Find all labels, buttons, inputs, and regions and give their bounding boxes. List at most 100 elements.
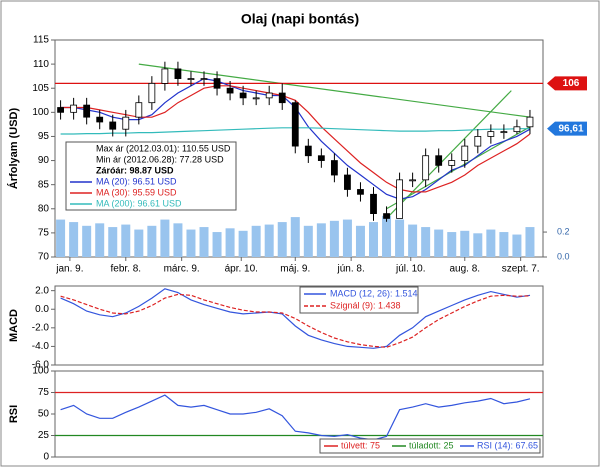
plot-area [54,285,544,366]
volume-bar [473,233,483,257]
candle-body [70,104,78,113]
y-tick-label: -6.0 [32,360,50,371]
candle-body [187,78,195,80]
volume-bar [447,232,457,257]
volume-bar [186,229,196,257]
volume-bar [369,222,379,257]
volume-bar [512,234,522,257]
legend-label: RSI (14): 67.65 [477,440,538,450]
legend-label: túladott: 25 [409,440,454,450]
candle-body [526,116,534,128]
volume-bar [147,225,157,257]
volume-bar [95,223,105,257]
volume-bar [486,229,496,257]
y-tick-label: 2.0 [35,285,49,296]
volume-bar [212,232,222,257]
y-tick-label: 70 [38,252,50,263]
y-tick-label: 75 [38,387,50,398]
candle-body [57,107,64,113]
x-tick-label: febr. 8. [110,264,141,275]
indicator-line [60,293,531,348]
y-tick-label: 25 [38,430,50,441]
candle-body [135,102,143,118]
candle-body [396,179,403,219]
legend-label: MA (20): 96.51 USD [96,176,177,186]
y2-tick-label: 0.0 [557,251,570,261]
y-tick-label: 100 [32,107,49,118]
legend-label: MA (30): 95.59 USD [96,187,177,197]
candle-body [252,97,260,100]
volume-bar [277,222,287,257]
candle-body [357,189,364,195]
volume-bar [382,215,392,257]
volume-bar [460,230,470,257]
x-tick-label: jan. 9. [55,264,83,275]
y-axis-label: RSI [8,405,20,423]
volume-bar [525,227,535,257]
price-tag [547,76,587,91]
info-text: Min ár (2012.06.28): 77.28 USD [96,154,224,164]
indicator-line [60,288,531,349]
volume-bar [264,224,274,257]
volume-bar [355,225,365,257]
volume-bar [238,230,248,257]
candle-body [513,126,521,133]
y-tick-label: 95 [38,131,50,142]
y-tick-label: 110 [33,59,49,70]
candle-body [422,155,430,181]
y-tick-label: 0.0 [35,304,49,315]
price-tag [547,121,587,136]
legend-box [319,438,541,454]
indicator-line [60,394,531,441]
y-tick-label: 90 [38,155,50,166]
volume-bar [69,222,79,257]
candle-body [213,78,221,89]
x-tick-label: ápr. 10. [225,264,258,275]
y-tick-label: 85 [38,179,50,190]
info-box [65,141,237,211]
info-text: Záróár: 98.87 USD [96,165,174,175]
legend-label: túlvett: 75 [341,440,380,450]
y-tick-label: 80 [38,203,50,214]
volume-bar [173,223,183,257]
legend-label: MACD (12, 26): 1.514 [330,288,418,298]
volume-bar [421,227,431,257]
candle-body [474,136,482,147]
y2-tick-label: 0.2 [557,226,570,236]
info-text: Max ár (2012.03.01): 110.55 USD [96,143,231,153]
volume-bar [395,219,405,257]
candle-body [265,92,273,99]
volume-bar [108,227,118,257]
volume-bar [499,232,509,257]
candle-body [487,131,495,137]
volume-bar [82,225,92,257]
y-tick-label: 0 [43,452,49,463]
volume-bar [434,229,444,257]
y-tick-label: 50 [38,409,50,420]
candle-body [370,193,377,215]
y-axis-label: Árfolyam (USD) [7,108,20,190]
candle-body [500,131,508,134]
volume-bar [342,219,352,257]
candle-body [200,78,208,80]
y-tick-label: 105 [32,83,49,94]
y-tick-label: -4.0 [32,341,50,352]
x-tick-label: júl. 10. [395,264,425,275]
x-tick-label: szept. 7. [502,264,540,275]
candle-body [344,174,351,190]
volume-bar [290,217,300,257]
y-tick-label: -2.0 [32,322,50,333]
y-tick-label: 75 [38,228,50,239]
volume-bar [160,219,170,257]
candle-body [239,92,247,99]
volume-bar [303,225,313,257]
volume-bar [329,220,339,257]
volume-bar [121,224,131,257]
candle-body [83,104,91,118]
x-tick-label: márc. 9. [164,264,200,275]
volume-bar [199,227,209,257]
volume-bar [225,228,235,257]
candle-body [122,116,130,130]
legend-box [299,286,419,314]
volume-bar [134,229,144,257]
